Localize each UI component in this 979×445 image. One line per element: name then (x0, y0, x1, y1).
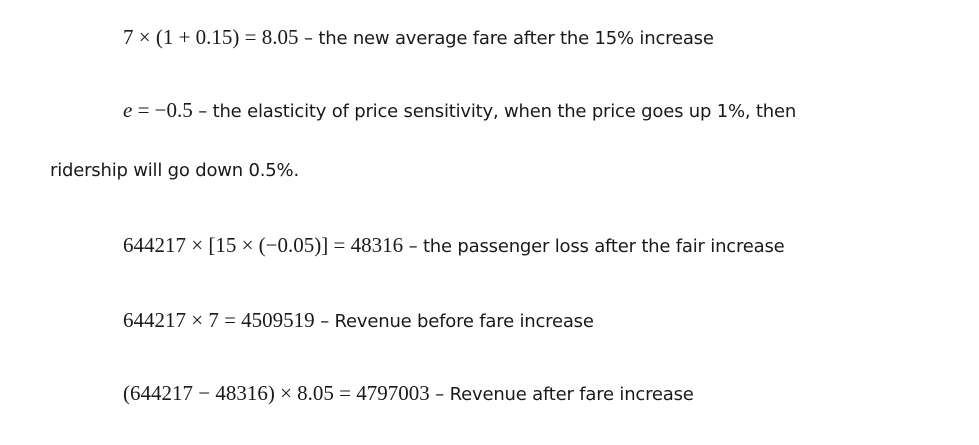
equation-line-passenger-loss: 644217 × [15 × (−0.05)] = 48316 – the pa… (123, 233, 785, 259)
paragraph-continuation: ridership will go down 0.5%. (50, 158, 299, 183)
equation-revenue-before: 644217 × 7 = 4509519 (123, 308, 315, 332)
equation-line-elasticity: e = −0.5 – the elasticity of price sensi… (123, 98, 796, 124)
equation-revenue-after: (644217 − 48316) × 8.05 = 4797003 (123, 381, 430, 405)
equation-line-new-fare: 7 × (1 + 0.15) = 8.05 – the new average … (123, 25, 714, 51)
equation-passenger-loss: 644217 × [15 × (−0.05)] = 48316 (123, 233, 404, 257)
description-elasticity: – the elasticity of price sensitivity, w… (192, 101, 797, 122)
description-passenger-loss: – the passenger loss after the fair incr… (403, 236, 785, 257)
description-revenue-before: – Revenue before fare increase (314, 311, 594, 332)
description-new-fare: – the new average fare after the 15% inc… (298, 28, 714, 49)
description-ridership: ridership will go down 0.5%. (50, 160, 299, 181)
description-revenue-after: – Revenue after fare increase (429, 384, 694, 405)
elasticity-variable: e (123, 98, 133, 122)
equation-new-fare: 7 × (1 + 0.15) = 8.05 (123, 25, 299, 49)
equation-line-revenue-after: (644217 − 48316) × 8.05 = 4797003 – Reve… (123, 381, 694, 407)
equation-line-revenue-before: 644217 × 7 = 4509519 – Revenue before fa… (123, 308, 594, 334)
equation-elasticity: e = −0.5 (123, 98, 193, 122)
elasticity-value: = −0.5 (132, 98, 193, 122)
